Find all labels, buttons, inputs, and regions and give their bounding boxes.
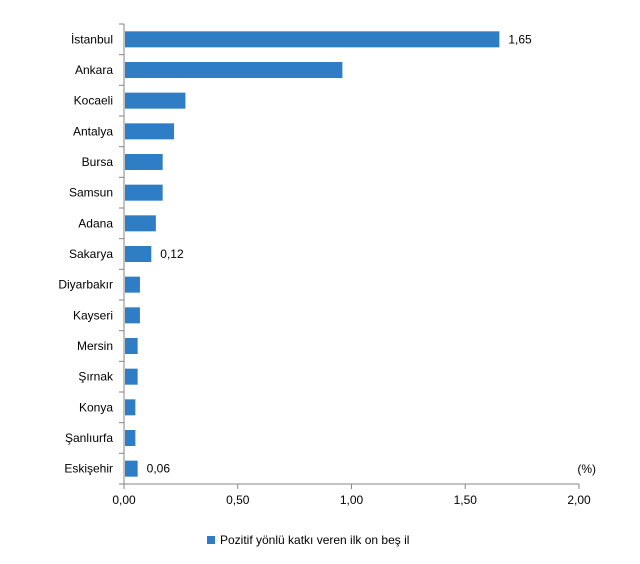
category-label: Sakarya — [69, 247, 113, 261]
bar — [125, 123, 175, 140]
bar — [125, 154, 163, 170]
legend: Pozitif yönlü katkı veren ilk on beş il — [207, 533, 409, 547]
bar — [125, 460, 138, 477]
legend-swatch — [207, 536, 215, 544]
x-tick-label: 0,00 — [112, 493, 136, 507]
category-label: İstanbul — [71, 32, 113, 46]
category-label: Mersin — [77, 339, 113, 353]
bar — [125, 430, 136, 446]
bar — [125, 31, 500, 48]
category-label: Şanlıurfa — [65, 431, 113, 445]
category-label: Kayseri — [73, 308, 113, 322]
bar — [125, 184, 163, 201]
bar — [125, 338, 138, 354]
category-label: Eskişehir — [64, 462, 113, 476]
data-labels: 1,65 0,12 0,06 — [147, 32, 532, 475]
category-label: Adana — [78, 216, 113, 230]
bar — [125, 368, 138, 385]
x-axis: 0,00 0,50 1,00 1,50 2,00 — [112, 24, 591, 507]
bars-group — [125, 31, 500, 477]
unit-label: (%) — [577, 462, 596, 476]
bar — [125, 399, 136, 416]
bar — [125, 246, 152, 262]
x-tick-label: 1,00 — [340, 493, 364, 507]
category-label: Diyarbakır — [58, 278, 113, 292]
category-labels: İstanbul Ankara Kocaeli Antalya Bursa Samsun A… — [58, 23, 124, 485]
category-label: Bursa — [82, 155, 114, 169]
category-label: Kocaeli — [74, 94, 113, 108]
category-label: Antalya — [73, 124, 113, 138]
x-tick-label: 2,00 — [567, 493, 591, 507]
data-label: 1,65 — [508, 32, 532, 46]
x-tick-label: 0,50 — [226, 493, 250, 507]
category-label: Konya — [79, 400, 113, 414]
category-label: Samsun — [69, 186, 113, 200]
bar — [125, 307, 140, 324]
bar — [125, 62, 343, 78]
category-label: Şırnak — [78, 370, 114, 384]
data-label: 0,06 — [147, 462, 171, 476]
legend-label: Pozitif yönlü katkı veren ilk on beş il — [220, 533, 410, 547]
bar — [125, 215, 156, 232]
bar — [125, 92, 186, 109]
data-label: 0,12 — [160, 247, 184, 261]
category-label: Ankara — [75, 63, 113, 77]
bar — [125, 276, 140, 293]
x-tick-label: 1,50 — [454, 493, 478, 507]
